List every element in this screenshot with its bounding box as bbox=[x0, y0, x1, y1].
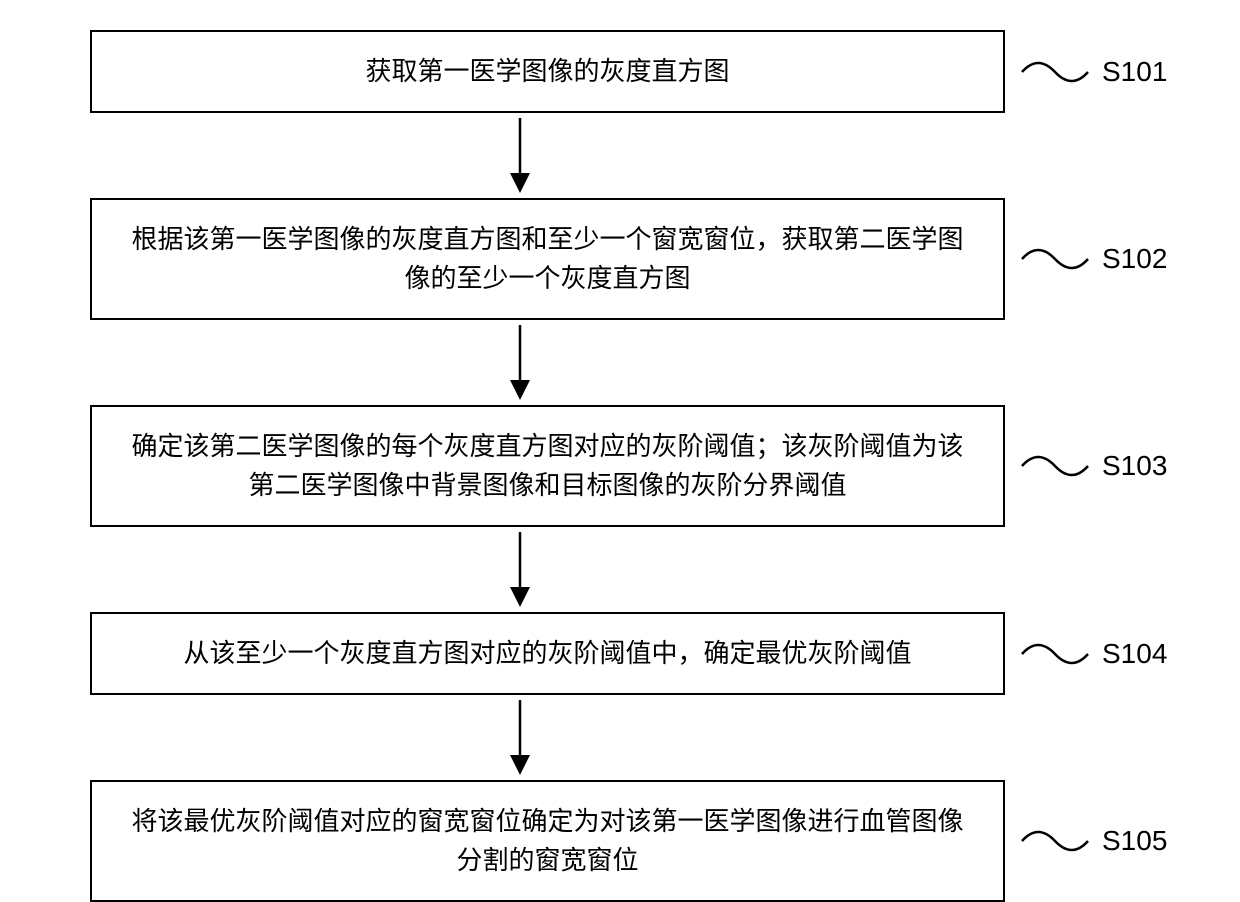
step-label-5: S105 bbox=[1102, 825, 1167, 857]
wave-icon bbox=[1020, 634, 1090, 674]
wave-icon bbox=[1020, 821, 1090, 861]
arrow-down-icon bbox=[506, 325, 534, 400]
step-box-1: 获取第一医学图像的灰度直方图 bbox=[90, 30, 1005, 113]
step-box-4: 从该至少一个灰度直方图对应的灰阶阈值中，确定最优灰阶阈值 bbox=[90, 612, 1005, 695]
step-row-4: 从该至少一个灰度直方图对应的灰阶阈值中，确定最优灰阶阈值 S104 bbox=[50, 612, 1190, 695]
flowchart-container: 获取第一医学图像的灰度直方图 S101 根据该第一医学图像的灰度直方图和至少一个… bbox=[50, 30, 1190, 902]
step-box-3: 确定该第二医学图像的每个灰度直方图对应的灰阶阈值；该灰阶阈值为该第二医学图像中背… bbox=[90, 405, 1005, 527]
connector-1: S101 bbox=[1020, 52, 1167, 92]
step-label-1: S101 bbox=[1102, 56, 1167, 88]
wave-icon bbox=[1020, 446, 1090, 486]
step-row-5: 将该最优灰阶阈值对应的窗宽窗位确定为对该第一医学图像进行血管图像分割的窗宽窗位 … bbox=[50, 780, 1190, 902]
wave-icon bbox=[1020, 239, 1090, 279]
step-text-1: 获取第一医学图像的灰度直方图 bbox=[365, 52, 729, 91]
connector-5: S105 bbox=[1020, 821, 1167, 861]
step-box-2: 根据该第一医学图像的灰度直方图和至少一个窗宽窗位，获取第二医学图像的至少一个灰度… bbox=[90, 198, 1005, 320]
arrow-1 bbox=[123, 113, 1118, 198]
connector-4: S104 bbox=[1020, 634, 1167, 674]
arrow-4 bbox=[123, 695, 1118, 780]
wave-icon bbox=[1020, 52, 1090, 92]
step-row-1: 获取第一医学图像的灰度直方图 S101 bbox=[50, 30, 1190, 113]
step-row-3: 确定该第二医学图像的每个灰度直方图对应的灰阶阈值；该灰阶阈值为该第二医学图像中背… bbox=[50, 405, 1190, 527]
step-text-3: 确定该第二医学图像的每个灰度直方图对应的灰阶阈值；该灰阶阈值为该第二医学图像中背… bbox=[122, 427, 973, 505]
arrow-2 bbox=[123, 320, 1118, 405]
arrow-down-icon bbox=[506, 118, 534, 193]
step-label-2: S102 bbox=[1102, 243, 1167, 275]
step-box-5: 将该最优灰阶阈值对应的窗宽窗位确定为对该第一医学图像进行血管图像分割的窗宽窗位 bbox=[90, 780, 1005, 902]
step-label-3: S103 bbox=[1102, 450, 1167, 482]
arrow-3 bbox=[123, 527, 1118, 612]
step-text-4: 从该至少一个灰度直方图对应的灰阶阈值中，确定最优灰阶阈值 bbox=[183, 634, 911, 673]
step-text-5: 将该最优灰阶阈值对应的窗宽窗位确定为对该第一医学图像进行血管图像分割的窗宽窗位 bbox=[122, 802, 973, 880]
arrow-down-icon bbox=[506, 700, 534, 775]
step-text-2: 根据该第一医学图像的灰度直方图和至少一个窗宽窗位，获取第二医学图像的至少一个灰度… bbox=[122, 220, 973, 298]
arrow-down-icon bbox=[506, 532, 534, 607]
connector-2: S102 bbox=[1020, 239, 1167, 279]
step-row-2: 根据该第一医学图像的灰度直方图和至少一个窗宽窗位，获取第二医学图像的至少一个灰度… bbox=[50, 198, 1190, 320]
connector-3: S103 bbox=[1020, 446, 1167, 486]
step-label-4: S104 bbox=[1102, 638, 1167, 670]
